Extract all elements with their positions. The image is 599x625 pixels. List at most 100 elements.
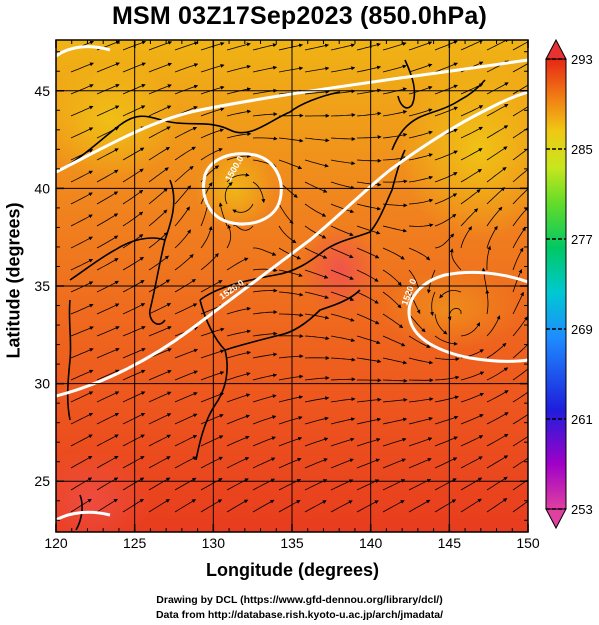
streamline bbox=[486, 187, 505, 205]
streamline bbox=[278, 203, 294, 224]
streamline bbox=[304, 437, 329, 447]
x-tick-label: 150 bbox=[516, 535, 540, 551]
streamline bbox=[304, 335, 330, 341]
streamline bbox=[356, 203, 382, 211]
streamline bbox=[356, 397, 382, 403]
streamline bbox=[304, 291, 329, 299]
streamline bbox=[434, 106, 459, 117]
streamline bbox=[200, 128, 225, 139]
streamline bbox=[174, 477, 197, 491]
streamline bbox=[174, 392, 198, 403]
streamline bbox=[122, 347, 146, 359]
streamline bbox=[278, 225, 297, 244]
streamline bbox=[434, 172, 458, 183]
streamline bbox=[174, 84, 199, 95]
streamline bbox=[304, 458, 328, 469]
streamline bbox=[148, 84, 172, 95]
streamline bbox=[408, 313, 426, 333]
streamline bbox=[70, 326, 94, 337]
streamline bbox=[122, 189, 144, 205]
streamline bbox=[408, 153, 433, 161]
streamline bbox=[278, 269, 303, 277]
streamline bbox=[122, 62, 146, 73]
streamline bbox=[278, 395, 304, 403]
streamline bbox=[253, 247, 277, 256]
streamline bbox=[70, 127, 94, 139]
streamline bbox=[460, 189, 481, 205]
streamline bbox=[96, 148, 119, 161]
streamline bbox=[486, 206, 503, 227]
streamline bbox=[278, 66, 304, 73]
streamline bbox=[278, 416, 303, 425]
streamline bbox=[278, 43, 304, 51]
streamline bbox=[434, 436, 458, 447]
streamline bbox=[512, 316, 528, 337]
streamline bbox=[356, 42, 381, 51]
streamline bbox=[460, 456, 483, 469]
footer-credit-drawing: Drawing by DCL (https://www.gfd-dennou.o… bbox=[156, 594, 443, 606]
streamline bbox=[224, 182, 233, 205]
streamline bbox=[356, 500, 379, 513]
streamline bbox=[226, 109, 252, 117]
streamline bbox=[382, 225, 408, 233]
streamline bbox=[408, 269, 421, 293]
streamline bbox=[434, 193, 458, 205]
streamline bbox=[356, 417, 382, 425]
streamline bbox=[356, 458, 381, 469]
streamline bbox=[96, 391, 120, 403]
streamline bbox=[486, 433, 509, 447]
streamline bbox=[70, 391, 94, 403]
streamline bbox=[512, 479, 528, 491]
streamline bbox=[226, 329, 252, 337]
streamline bbox=[460, 168, 482, 183]
streamline bbox=[356, 335, 381, 345]
streamline bbox=[356, 158, 382, 163]
streamline bbox=[434, 478, 457, 491]
streamline bbox=[304, 66, 330, 73]
streamline bbox=[200, 63, 225, 73]
streamline bbox=[96, 62, 120, 73]
streamline bbox=[200, 148, 223, 161]
streamline bbox=[408, 357, 434, 365]
streamline bbox=[200, 435, 224, 447]
streamline bbox=[330, 269, 354, 280]
streamline bbox=[304, 313, 330, 320]
streamline bbox=[200, 225, 213, 249]
streamline bbox=[330, 291, 355, 301]
streamline bbox=[304, 137, 330, 143]
streamline bbox=[460, 435, 484, 447]
streamline bbox=[148, 456, 171, 469]
streamline bbox=[148, 126, 171, 139]
streamline bbox=[70, 258, 94, 271]
streamline bbox=[252, 181, 266, 204]
streamline bbox=[330, 458, 354, 469]
streamline bbox=[278, 457, 302, 469]
streamline bbox=[70, 236, 93, 249]
streamline bbox=[486, 498, 508, 513]
streamline bbox=[278, 159, 303, 170]
streamline bbox=[122, 83, 146, 95]
streamline bbox=[356, 181, 382, 187]
colorbar-min-triangle bbox=[545, 508, 567, 530]
streamline bbox=[252, 499, 275, 513]
streamline bbox=[356, 65, 382, 73]
streamline bbox=[304, 225, 327, 239]
streamline bbox=[382, 64, 407, 73]
streamline bbox=[330, 66, 356, 73]
streamline bbox=[356, 247, 380, 259]
streamline bbox=[278, 354, 304, 359]
streamline bbox=[486, 40, 509, 51]
streamline bbox=[434, 313, 448, 335]
streamline bbox=[382, 437, 407, 447]
colorbar-label: 277 bbox=[571, 232, 593, 247]
streamline bbox=[252, 394, 277, 403]
streamline bbox=[304, 269, 329, 279]
streamline bbox=[382, 313, 404, 329]
streamline bbox=[148, 187, 168, 205]
x-tick-label: 125 bbox=[123, 535, 147, 551]
streamline bbox=[252, 415, 277, 425]
streamline bbox=[122, 168, 144, 183]
streamline bbox=[486, 342, 507, 359]
colorbar-ramp bbox=[545, 58, 567, 510]
streamline bbox=[122, 391, 146, 403]
